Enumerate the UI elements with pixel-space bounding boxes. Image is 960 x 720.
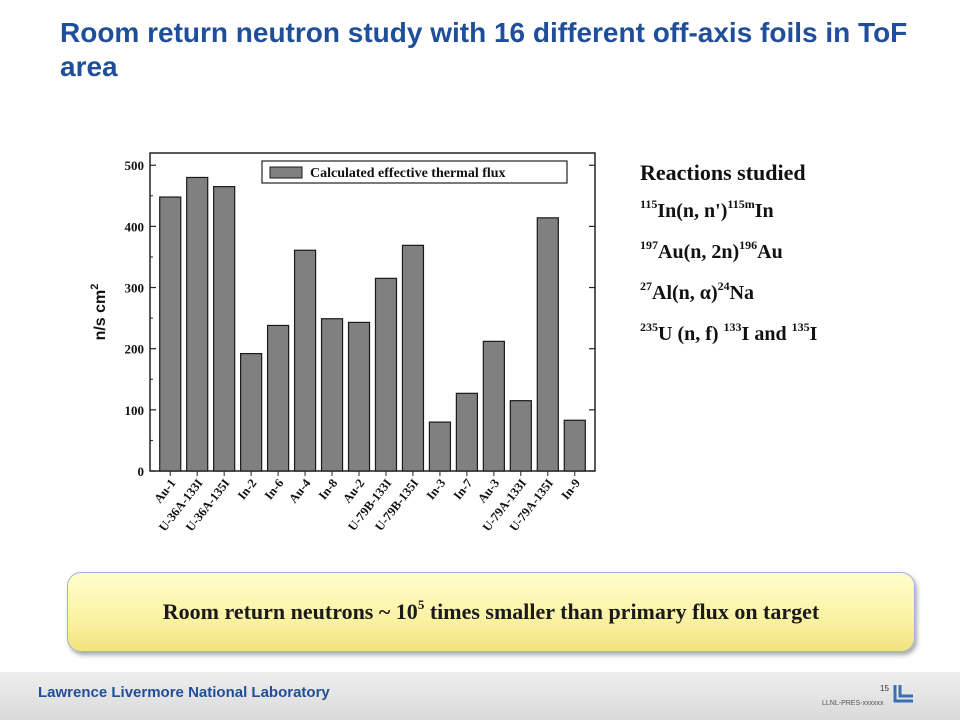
legend-label: Calculated effective thermal flux <box>310 166 506 181</box>
y-tick-label: 500 <box>125 158 145 173</box>
reaction-superscript: 197 <box>640 238 658 252</box>
footer-bar <box>0 672 960 720</box>
x-tick-label: In-3 <box>424 476 449 502</box>
bar <box>266 324 290 472</box>
summary-text-before: Room return neutrons ~ 10 <box>162 599 418 624</box>
summary-callout: Room return neutrons ~ 105 times smaller… <box>67 572 915 652</box>
bar <box>320 318 344 472</box>
bar <box>186 176 209 472</box>
reaction-list: 115In(n, n')115mIn 197Au(n, 2n)196Au 27Al(… <box>640 197 818 346</box>
x-tick-label: Au-4 <box>286 476 314 506</box>
reaction-text: In(n, n') <box>657 200 728 222</box>
reaction-superscript: 24 <box>717 279 730 293</box>
y-tick-label: 400 <box>125 219 145 234</box>
reaction-text: Au <box>757 241 783 263</box>
x-tick-label: In-6 <box>262 476 287 502</box>
reaction-text: Au(n, 2n) <box>658 241 740 263</box>
y-axis-label: n/s cm2 <box>89 284 109 341</box>
reaction-item: 115In(n, n')115mIn <box>640 197 817 223</box>
release-number: LLNL-PRES-xxxxxx <box>822 700 884 707</box>
legend-box <box>261 160 568 184</box>
bar <box>455 392 479 472</box>
reaction-superscript: 235 <box>640 320 658 334</box>
legend-swatch <box>269 166 303 179</box>
summary-text-after: times smaller than primary flux on targe… <box>424 599 820 624</box>
bar <box>482 340 505 472</box>
summary-text: Room return neutrons ~ 105 times smaller… <box>162 597 820 625</box>
reaction-item: 197Au(n, 2n)196Au <box>640 238 817 264</box>
y-tick-label: 100 <box>125 403 145 418</box>
reaction-text: U (n, f) <box>658 323 724 345</box>
bar <box>347 321 371 472</box>
bar <box>563 419 586 472</box>
reaction-item: 27Al(n, α)24Na <box>640 279 817 305</box>
bar <box>509 400 532 472</box>
reaction-superscript: 115 <box>640 197 658 211</box>
reaction-superscript: 196 <box>739 238 758 252</box>
reaction-superscript: 27 <box>640 279 652 293</box>
y-axis-label-superscript: 2 <box>89 284 101 290</box>
x-tick-label: In-9 <box>558 476 583 502</box>
lab-logo-icon <box>893 685 913 703</box>
bar <box>240 352 263 472</box>
bar <box>159 196 182 472</box>
x-tick-label: In-2 <box>235 476 260 502</box>
bar <box>374 277 398 472</box>
y-tick-label: 0 <box>138 464 145 479</box>
bar <box>428 421 452 472</box>
y-tick-label: 200 <box>125 342 145 357</box>
bar <box>536 217 559 472</box>
y-tick-label: 300 <box>125 281 145 296</box>
slide-title: Room return neutron study with 16 differ… <box>60 17 908 82</box>
reactions-heading: Reactions studied <box>640 160 806 185</box>
summary-exponent: 5 <box>417 597 425 612</box>
reaction-superscript: 135 <box>791 320 810 334</box>
reaction-text: In <box>754 200 774 222</box>
footer-lab-name: Lawrence Livermore National Laboratory <box>38 684 330 701</box>
x-tick-label: In-7 <box>451 476 476 502</box>
reaction-text: I and <box>741 323 792 345</box>
page-number: 15 <box>880 684 889 693</box>
reaction-superscript: 115m <box>727 197 755 211</box>
bar <box>293 249 317 472</box>
reactions-panel: Reactions studied 115In(n, n')115mIn 197A… <box>640 160 817 364</box>
y-axis-label-text: n/s cm <box>92 290 109 341</box>
reaction-text: I <box>809 323 818 345</box>
reaction-superscript: 133 <box>723 320 742 334</box>
bar <box>401 244 425 472</box>
bar <box>213 186 236 472</box>
reaction-item: 235U (n, f) 133I and 135I <box>640 320 818 346</box>
x-tick-label: In-8 <box>316 476 341 502</box>
reaction-text: Na <box>729 282 755 304</box>
reaction-text: Al(n, α) <box>652 282 718 304</box>
plot-frame <box>149 152 596 472</box>
